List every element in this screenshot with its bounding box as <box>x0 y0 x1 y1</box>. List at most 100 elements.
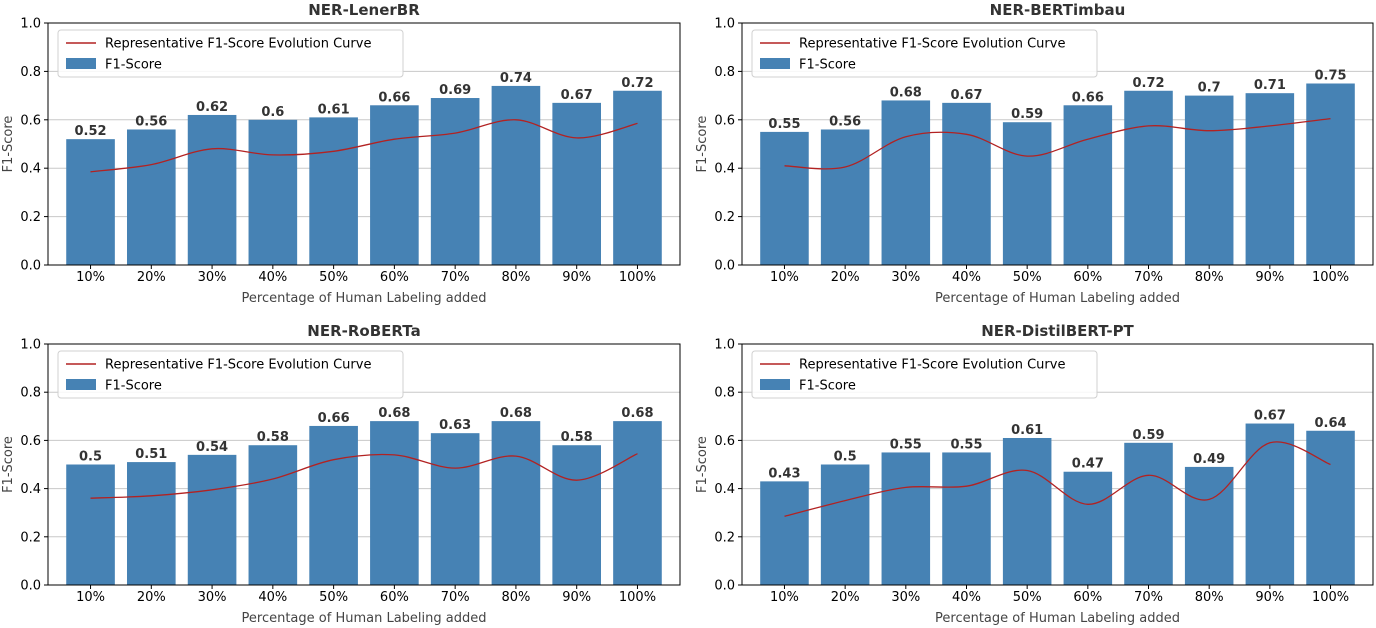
bar <box>370 421 419 585</box>
y-tick-label: 0.4 <box>20 162 41 177</box>
x-tick-label: 30% <box>198 270 227 285</box>
data-label: 0.58 <box>257 430 289 445</box>
y-tick-label: 0.8 <box>714 65 735 80</box>
data-label: 0.54 <box>196 440 228 455</box>
bar <box>127 462 176 585</box>
chart-title: NER-BERTimbau <box>990 1 1126 19</box>
bar <box>760 131 809 265</box>
legend-label: Representative F1-Score Evolution Curve <box>799 37 1065 52</box>
legend-label: F1-Score <box>105 379 162 394</box>
bar <box>309 425 358 585</box>
x-tick-label: 90% <box>562 270 591 285</box>
data-label: 0.68 <box>378 406 410 421</box>
chart-title: NER-LenerBR <box>308 1 420 19</box>
y-tick-label: 0.4 <box>714 162 735 177</box>
bar <box>1002 122 1052 265</box>
y-tick-label: 0.2 <box>20 210 41 225</box>
data-label: 0.66 <box>318 411 350 426</box>
data-label: 0.43 <box>768 466 800 481</box>
data-label: 0.68 <box>621 406 653 421</box>
data-label: 0.59 <box>1132 428 1164 443</box>
bar <box>881 100 931 265</box>
evolution-curve <box>90 453 638 499</box>
x-tick-label: 20% <box>137 270 166 285</box>
bar <box>552 445 601 585</box>
axes-frame <box>741 343 1374 586</box>
x-axis-label: Percentage of Human Labeling added <box>935 611 1180 626</box>
x-tick-label: 20% <box>831 270 860 285</box>
legend-label: F1-Score <box>799 58 856 73</box>
data-label: 0.61 <box>318 102 350 117</box>
x-tick-label: 90% <box>1255 590 1284 605</box>
x-tick-label: 40% <box>952 590 981 605</box>
y-tick-label: 0.0 <box>714 579 735 594</box>
y-tick-label: 0.2 <box>714 210 735 225</box>
legend-box <box>751 350 1098 399</box>
y-tick-label: 0.0 <box>714 259 735 274</box>
data-label: 0.74 <box>500 71 532 86</box>
y-tick-label: 0.6 <box>20 434 41 449</box>
bar <box>1245 93 1295 266</box>
data-label: 0.67 <box>950 88 982 103</box>
bar <box>491 85 541 265</box>
data-label: 0.61 <box>1011 423 1043 438</box>
x-tick-label: 20% <box>831 590 860 605</box>
x-tick-label: 30% <box>198 590 227 605</box>
data-label: 0.56 <box>135 114 167 129</box>
bar <box>1124 90 1173 265</box>
x-tick-label: 20% <box>137 590 166 605</box>
bar <box>1002 437 1052 585</box>
x-tick-label: 100% <box>619 590 656 605</box>
x-tick-label: 80% <box>1195 270 1224 285</box>
chart-title: NER-DistilBERT-PT <box>981 322 1134 340</box>
evolution-curve <box>784 441 1331 517</box>
x-tick-label: 60% <box>380 270 409 285</box>
x-tick-label: 90% <box>1255 270 1284 285</box>
bar <box>248 119 298 265</box>
axes-frame <box>741 22 1374 266</box>
data-label: 0.75 <box>1314 69 1346 84</box>
x-tick-label: 80% <box>1195 590 1224 605</box>
x-tick-label: 10% <box>770 270 799 285</box>
y-tick-label: 1.0 <box>20 17 41 32</box>
legend-label: Representative F1-Score Evolution Curve <box>105 358 371 373</box>
data-label: 0.51 <box>135 447 167 462</box>
data-label: 0.5 <box>834 450 857 465</box>
data-label: 0.47 <box>1072 457 1104 472</box>
bar <box>309 117 358 265</box>
x-tick-label: 60% <box>1073 270 1102 285</box>
data-label: 0.66 <box>378 90 410 105</box>
data-label: 0.5 <box>79 450 102 465</box>
x-tick-label: 40% <box>258 590 287 605</box>
legend-bar-swatch <box>66 58 96 69</box>
bar <box>881 452 931 585</box>
x-tick-label: 60% <box>1073 590 1102 605</box>
y-axis-label: F1-Score <box>695 436 710 493</box>
legend-label: Representative F1-Score Evolution Curve <box>105 37 371 52</box>
data-label: 0.63 <box>439 418 471 433</box>
legend: Representative F1-Score Evolution Curve F… <box>57 350 404 399</box>
data-label: 0.7 <box>1198 81 1221 96</box>
x-tick-label: 100% <box>1312 270 1349 285</box>
bar <box>187 454 237 585</box>
chart-panel: 0.0 0.2 0.4 0.6 0.8 1.0 0.55 0.56 0.68 0.67 0.59 0.… <box>695 1 1374 306</box>
data-label: 0.71 <box>1254 78 1286 93</box>
bar <box>942 452 991 585</box>
data-label: 0.68 <box>500 406 532 421</box>
bar <box>66 464 115 585</box>
x-tick-label: 10% <box>76 590 105 605</box>
x-tick-label: 30% <box>891 270 920 285</box>
data-label: 0.6 <box>261 105 284 120</box>
x-tick-label: 10% <box>770 590 799 605</box>
bar <box>1124 442 1173 585</box>
y-tick-label: 0.2 <box>20 530 41 545</box>
x-tick-label: 50% <box>319 590 348 605</box>
bar <box>1306 83 1355 265</box>
y-axis-label: F1-Score <box>695 116 710 173</box>
legend-box <box>57 29 404 78</box>
legend-label: Representative F1-Score Evolution Curve <box>799 358 1065 373</box>
bar <box>127 129 176 265</box>
bar <box>942 102 991 265</box>
bar <box>430 98 480 266</box>
